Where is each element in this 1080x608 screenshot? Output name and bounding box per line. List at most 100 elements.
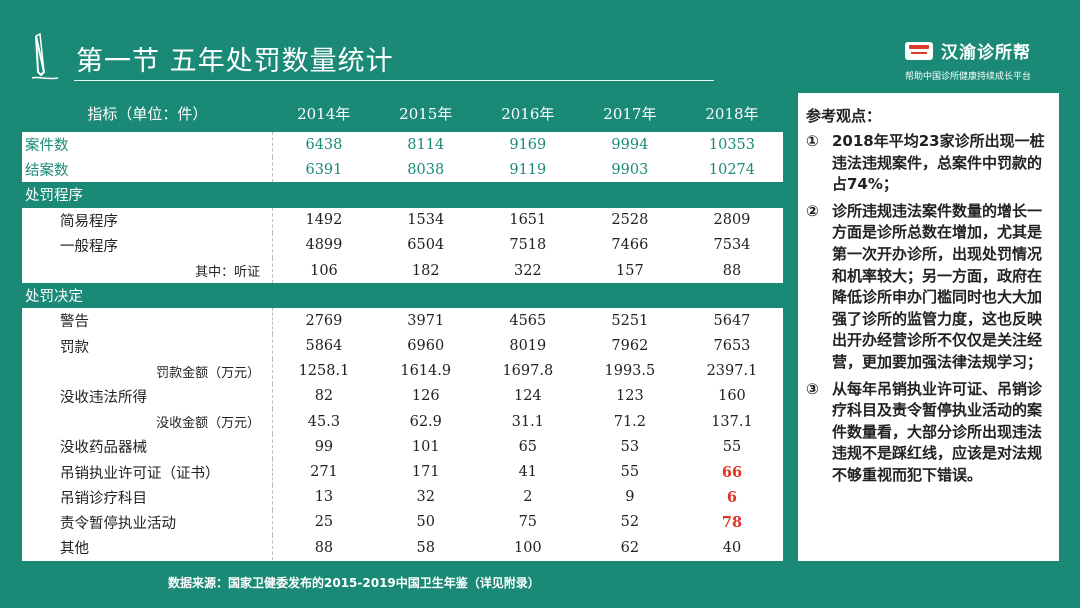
row-label: 简易程序	[22, 207, 274, 233]
table-cell: 171	[411, 464, 440, 481]
table-cell: 8038	[407, 161, 445, 178]
section-row: 处罚程序	[22, 182, 783, 208]
table-cell: 52	[620, 514, 640, 531]
table-cell: 5647	[713, 312, 751, 329]
table-cell: 1534	[407, 212, 445, 229]
table-cell: 10274	[708, 161, 756, 178]
table-row: 吊销诊疗科目 13 32 2 9 6	[22, 484, 783, 510]
row-label: 其他	[22, 535, 274, 561]
table-cell: 75	[518, 514, 538, 531]
table-cell: 6438	[305, 136, 343, 153]
table-cell: 88	[722, 262, 742, 279]
note-text: 从每年吊销执业许可证、吊销诊疗科目及责令暂停执业活动的案件数量看，大部分诊所出现…	[832, 379, 1043, 484]
table-row: 责令暂停执业活动 25 50 75 52 78	[22, 509, 783, 535]
table-cell: 62.9	[409, 413, 442, 430]
logo-name: 汉渝诊所帮	[941, 43, 1031, 63]
table-cell: 62	[620, 539, 640, 556]
table-cell: 9169	[509, 136, 547, 153]
table-row: 没收药品器械 99 101 65 53 55	[22, 434, 783, 460]
table-cell: 40	[722, 539, 742, 556]
note-item: ② 诊所违规违法案件数量的增长一方面是诊所总数在增加，尤其是第一次开办诊所，出现…	[806, 201, 1054, 374]
data-source-note: 数据来源：国家卫健委发布的2015-2019中国卫生年鉴（详见附录）	[168, 576, 540, 590]
table-cell: 7534	[713, 237, 751, 254]
column-header: 2014年	[297, 104, 351, 123]
row-label: 罚款金额（万元）	[22, 358, 274, 384]
table-row: 罚款金额（万元） 1258.1 1614.9 1697.8 1993.5 239…	[22, 358, 783, 384]
table-cell: 13	[314, 489, 334, 506]
table-cell: 2769	[305, 312, 343, 329]
note-text: 诊所违规违法案件数量的增长一方面是诊所总数在增加，尤其是第一次开办诊所，出现处罚…	[832, 201, 1043, 371]
column-header: 2018年	[705, 104, 759, 123]
table-cell: 3971	[407, 312, 445, 329]
table-cell-highlight: 6	[726, 488, 737, 506]
table-cell: 65	[518, 438, 538, 455]
table-cell: 124	[513, 388, 542, 405]
row-label: 没收金额（万元）	[22, 409, 274, 435]
notes-panel: 参考观点： ① 2018年平均23家诊所出现一桩违法违规案件，总案件中罚款的占7…	[797, 92, 1060, 562]
table-cell: 157	[616, 262, 644, 279]
table-cell: 8114	[407, 136, 445, 153]
table-cell: 1697.8	[502, 363, 554, 380]
table-cell: 271	[310, 464, 338, 481]
table-cell-highlight: 78	[721, 513, 743, 531]
table-cell: 101	[411, 438, 440, 455]
table-cell: 32	[416, 489, 435, 506]
row-label: 吊销诊疗科目	[22, 484, 274, 510]
table-cell: 2	[523, 489, 533, 506]
table-cell: 5864	[305, 338, 343, 355]
table-cell: 4565	[509, 312, 547, 329]
table-row: 简易程序 1492 1534 1651 2528 2809	[22, 207, 783, 233]
table-cell: 55	[620, 464, 640, 481]
logo-tagline: 帮助中国诊所健康持续成长平台	[905, 72, 1032, 82]
table-row: 吊销执业许可证（证书） 271 171 41 55 66	[22, 459, 783, 485]
table-cell: 1492	[305, 212, 343, 229]
table-cell: 8019	[509, 338, 547, 355]
column-header: 2015年	[399, 104, 453, 123]
section-label: 处罚程序	[22, 182, 783, 208]
column-header: 2017年	[603, 104, 657, 123]
table-cell: 160	[718, 388, 746, 405]
table-cell: 99	[314, 438, 334, 455]
table-cell: 58	[416, 539, 435, 556]
table-cell: 6504	[407, 237, 445, 254]
row-label: 责令暂停执业活动	[22, 509, 274, 535]
table-cell: 100	[513, 539, 542, 556]
title-area: 第一节 五年处罚数量统计	[28, 28, 394, 88]
table-row: 没收违法所得 82 126 124 123 160	[22, 383, 783, 410]
statistics-table-container: 指标（单位：件） 2014年 2015年 2016年 2017年 2018年 案…	[22, 94, 783, 561]
table-row: 其中：听证 106 182 322 157 88	[22, 257, 783, 284]
table-cell-highlight: 66	[721, 463, 743, 481]
title-divider	[74, 80, 714, 81]
section-row: 处罚决定	[22, 283, 783, 309]
table-row: 一般程序 4899 6504 7518 7466 7534	[22, 232, 783, 258]
table-row: 没收金额（万元） 45.3 62.9 31.1 71.2 137.1	[22, 409, 783, 435]
column-header: 指标（单位：件）	[87, 104, 208, 123]
table-cell: 4899	[305, 237, 343, 254]
table-cell: 45.3	[307, 413, 341, 430]
row-label: 罚款	[22, 333, 274, 359]
page-title: 第一节 五年处罚数量统计	[76, 45, 394, 77]
table-cell: 2397.1	[706, 363, 758, 380]
table-cell: 322	[513, 262, 542, 279]
row-label: 结案数	[22, 157, 274, 183]
logo: 汉渝诊所帮 帮助中国诊所健康持续成长平台	[905, 38, 1055, 82]
table-row: 结案数 6391 8038 9119 9903 10274	[22, 157, 783, 183]
table-cell: 53	[620, 438, 640, 455]
notes-title: 参考观点：	[806, 107, 882, 125]
row-label: 其中：听证	[22, 257, 274, 284]
row-label: 一般程序	[22, 232, 274, 258]
clinic-logo-icon	[905, 41, 933, 60]
table-cell: 182	[411, 262, 440, 279]
table-cell: 9903	[611, 161, 649, 178]
table-cell: 71.2	[613, 413, 647, 430]
table-cell: 7518	[509, 237, 547, 254]
section-label: 处罚决定	[22, 283, 783, 309]
table-row: 案件数 6438 8114 9169 9994 10353	[22, 132, 783, 158]
column-header: 2016年	[501, 104, 555, 123]
row-label: 案件数	[22, 132, 274, 158]
note-item: ① 2018年平均23家诊所出现一桩违法违规案件，总案件中罚款的占74%；	[806, 131, 1054, 196]
table-cell: 9119	[509, 161, 547, 178]
table-cell: 25	[314, 514, 334, 531]
table-cell: 9994	[611, 136, 649, 153]
table-cell: 7653	[713, 338, 751, 355]
